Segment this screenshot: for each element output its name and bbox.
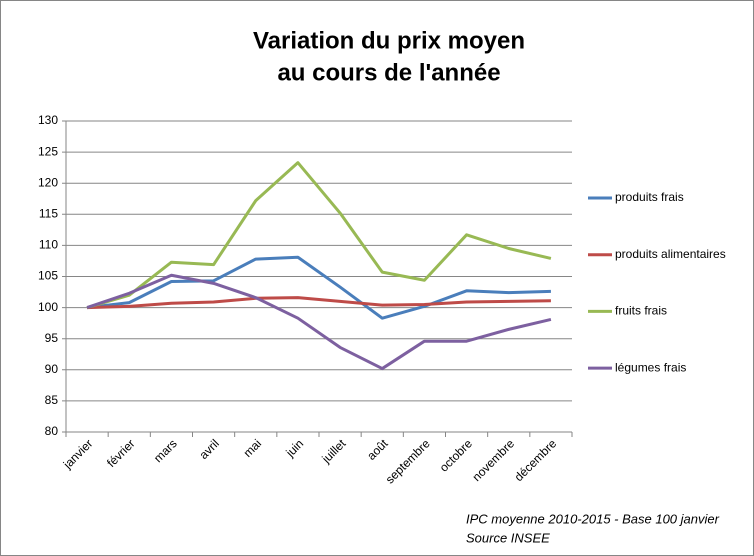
chart-title: au cours de l'année <box>277 59 500 86</box>
series-line <box>87 296 551 310</box>
y-tick-label: 80 <box>45 424 59 438</box>
chart-title: Variation du prix moyen <box>253 27 525 54</box>
series-line <box>86 255 551 320</box>
y-tick-label: 120 <box>38 175 58 189</box>
y-tick-label: 95 <box>45 331 59 345</box>
y-tick-label: 85 <box>45 393 59 407</box>
note: IPC moyenne 2010-2015 - Base 100 janvier <box>466 511 720 526</box>
legend-label: produits alimentaires <box>615 247 726 261</box>
y-tick-label: 110 <box>39 238 58 252</box>
series-line <box>86 273 552 371</box>
y-tick-label: 130 <box>38 113 58 127</box>
note: Source INSEE <box>466 530 550 545</box>
legend-label: fruits frais <box>615 304 667 318</box>
y-tick-label: 105 <box>38 269 58 283</box>
series-line <box>86 161 552 310</box>
y-tick-label: 90 <box>45 362 59 376</box>
y-tick-label: 125 <box>38 144 58 158</box>
legend-label: légumes frais <box>615 360 686 374</box>
legend-label: produits frais <box>615 190 684 204</box>
y-tick-label: 115 <box>39 206 58 220</box>
y-tick-label: 100 <box>38 300 58 314</box>
